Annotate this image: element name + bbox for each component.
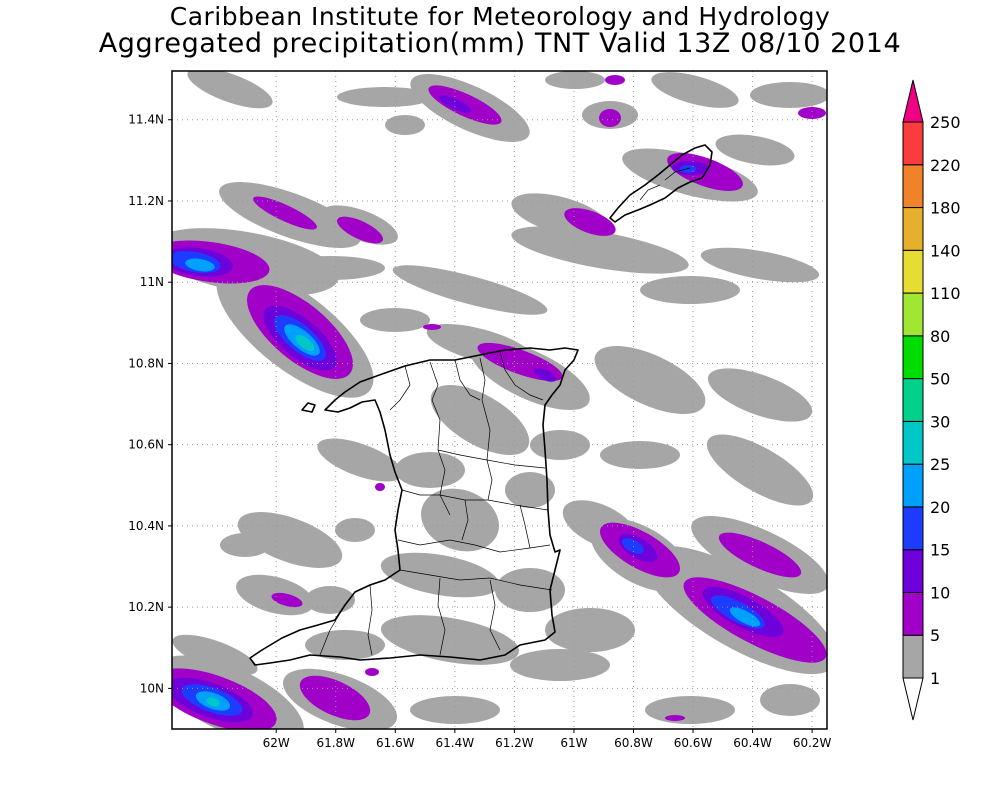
chart-title: Caribbean Institute for Meteorology and … xyxy=(169,2,831,31)
y-tick-label: 11.2N xyxy=(128,194,164,208)
x-tick-label: 62W xyxy=(263,736,290,750)
colorbar-level-label: 10 xyxy=(930,583,950,602)
colorbar-level-label: 25 xyxy=(930,455,950,474)
y-tick-label: 11.4N xyxy=(128,113,164,127)
colorbar-level-label: 140 xyxy=(930,241,961,260)
colorbar-box xyxy=(902,549,924,593)
x-tick-label: 61.6W xyxy=(376,736,415,750)
colorbar-level-label: 30 xyxy=(930,412,950,431)
chacachacare-islet xyxy=(301,402,316,413)
y-tick-label: 10N xyxy=(140,681,164,695)
colorbar-box xyxy=(902,164,924,209)
colorbar-max-arrow xyxy=(902,79,924,123)
colorbar-box xyxy=(902,335,924,380)
x-tick-label: 61.8W xyxy=(316,736,355,750)
colorbar-level-label: 110 xyxy=(930,284,961,303)
x-tick-label: 61.2W xyxy=(495,736,534,750)
x-tick-label: 60.2W xyxy=(793,736,832,750)
colorbar-box xyxy=(902,249,924,294)
colorbar-box xyxy=(902,420,924,465)
chart-subtitle: Aggregated precipitation(mm) TNT Valid 1… xyxy=(98,28,902,59)
colorbar-level-label: 20 xyxy=(930,498,950,517)
gridlines xyxy=(172,71,827,729)
colorbar-level-label: 50 xyxy=(930,370,950,389)
y-tick-label: 10.4N xyxy=(128,519,164,533)
colorbar-box xyxy=(902,378,924,422)
colorbar-box xyxy=(902,292,924,337)
precip-30-50-layer xyxy=(206,334,315,707)
x-tick-label: 60.8W xyxy=(614,736,653,750)
colorbar-min-arrow xyxy=(902,677,924,721)
admin-boundaries xyxy=(319,167,691,656)
plot-frame xyxy=(171,70,828,730)
tobago-outline xyxy=(609,144,713,223)
x-tick-label: 61W xyxy=(560,736,587,750)
colorbar-box xyxy=(902,463,924,508)
colorbar-level-label: 1 xyxy=(930,669,940,688)
colorbar-level-label: 15 xyxy=(930,541,950,560)
x-tick-label: 60.4W xyxy=(733,736,772,750)
y-tick-label: 10.6N xyxy=(128,438,164,452)
y-axis: 10N 10.2N 10.4N 10.6N 10.8N 11N 11.2N 11.4N xyxy=(128,113,172,695)
colorbar-box xyxy=(902,591,924,636)
y-tick-label: 10.2N xyxy=(128,600,164,614)
colorbar-level-label: 5 xyxy=(930,626,940,645)
x-axis: 62W 61.8W 61.6W 61.4W 61.2W 61W 60.8W 60.6W 60.4… xyxy=(263,729,832,750)
colorbar-box xyxy=(902,121,924,166)
colorbar-box xyxy=(902,506,924,551)
colorbar-box xyxy=(902,634,924,679)
y-tick-label: 11N xyxy=(140,275,164,289)
colorbar-box xyxy=(902,207,924,251)
colorbar-level-label: 250 xyxy=(930,113,961,132)
x-tick-label: 61.4W xyxy=(436,736,475,750)
y-tick-label: 10.8N xyxy=(128,356,164,370)
colorbar-level-label: 220 xyxy=(930,156,961,175)
colorbar-level-label: 180 xyxy=(930,199,961,218)
plot-area xyxy=(172,71,827,729)
x-tick-label: 60.6W xyxy=(674,736,713,750)
colorbar-level-label: 80 xyxy=(930,327,950,346)
